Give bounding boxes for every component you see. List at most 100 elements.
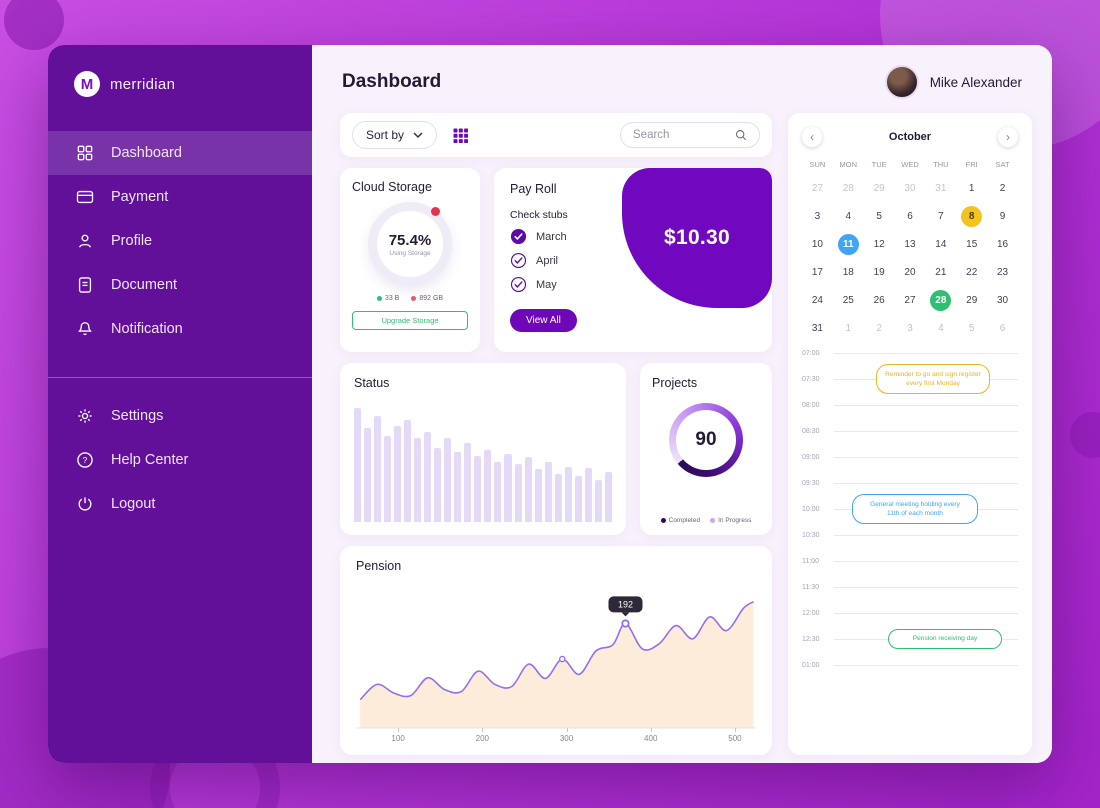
calendar-day[interactable]: 22: [966, 266, 978, 278]
calendar-day[interactable]: 28: [842, 182, 854, 194]
status-bar: [404, 420, 412, 522]
weekday-label: SAT: [995, 160, 1010, 169]
avatar[interactable]: [884, 65, 919, 99]
sort-by-button[interactable]: Sort by: [352, 121, 438, 149]
month-checkbox-may[interactable]: May: [510, 276, 557, 293]
timeline-time-label: 09:30: [802, 480, 820, 487]
view-all-button[interactable]: View All: [510, 309, 577, 332]
calendar-day[interactable]: 31: [811, 322, 823, 334]
calendar-day[interactable]: 3: [814, 210, 821, 222]
status-bar: [474, 456, 482, 522]
calendar-day[interactable]: 2: [876, 322, 882, 334]
calendar-day[interactable]: 31: [935, 182, 947, 194]
pension-axis: 100 200 300 400 500: [356, 728, 756, 747]
calendar-day[interactable]: 15: [966, 238, 978, 250]
month-checkbox-april[interactable]: April: [510, 252, 558, 269]
status-bar: [494, 462, 502, 522]
calendar-day[interactable]: 30: [997, 294, 1009, 306]
calendar-day[interactable]: 27: [811, 182, 823, 194]
status-bar: [434, 447, 442, 522]
calendar-day[interactable]: 16: [997, 238, 1009, 250]
sidebar-item-label: Logout: [111, 496, 156, 512]
sidebar-item-dashboard[interactable]: Dashboard: [48, 131, 312, 175]
calendar-day[interactable]: 14: [935, 238, 947, 250]
sidebar-item-settings[interactable]: Settings: [48, 394, 312, 438]
calendar-day[interactable]: 29: [873, 182, 885, 194]
calendar-event[interactable]: Reminder to go and sign register every fi…: [876, 364, 990, 394]
payment-icon: [74, 186, 96, 208]
calendar-day[interactable]: 10: [811, 238, 823, 250]
status-bar: [454, 452, 462, 522]
sidebar-item-payment[interactable]: Payment: [48, 175, 312, 219]
calendar-timeline: 07:00 07:30 08:00 08:30 09:00 09:30 10:00 10:30…: [802, 350, 1018, 745]
calendar-day[interactable]: 6: [999, 322, 1006, 334]
calendar-day[interactable]: 6: [907, 210, 913, 222]
calendar-day[interactable]: 13: [904, 238, 916, 250]
calendar-day[interactable]: 5: [876, 210, 882, 222]
calendar-day[interactable]: 8: [961, 205, 983, 227]
calendar-days: 27 28 29 30 31 1 2 3 4 5 6 7 8 9 10 11 12 13 14 15 16 17 18 19 2…: [802, 174, 1018, 342]
sidebar-item-help-center[interactable]: ? Help Center: [48, 438, 312, 482]
calendar-day[interactable]: 4: [845, 210, 852, 222]
calendar-day[interactable]: 11: [837, 233, 859, 255]
calendar-day[interactable]: 12: [873, 238, 885, 250]
user-chip[interactable]: Mike Alexander: [884, 65, 1022, 99]
calendar-day[interactable]: 21: [935, 266, 947, 278]
calendar-next-button[interactable]: ›: [998, 127, 1018, 147]
legend-item: Completed: [660, 517, 700, 524]
sidebar-item-label: Notification: [111, 321, 183, 337]
storage-legend: 33 B 892 GB: [376, 295, 443, 302]
calendar-day[interactable]: 18: [842, 266, 854, 278]
timeline-time-label: 11:00: [802, 558, 819, 565]
toolbar: Sort by: [340, 113, 772, 157]
sidebar-item-notification[interactable]: Notification: [48, 307, 312, 351]
calendar-day[interactable]: 30: [904, 182, 916, 194]
search-box[interactable]: [620, 122, 760, 148]
calendar-day[interactable]: 26: [873, 294, 885, 306]
status-bar: [504, 453, 512, 522]
calendar-day[interactable]: 27: [904, 294, 916, 306]
calendar-day[interactable]: 1: [845, 322, 852, 334]
calendar-day[interactable]: 23: [997, 266, 1009, 278]
status-bar: [574, 476, 582, 522]
status-bar: [394, 426, 402, 522]
sidebar-item-label: Dashboard: [111, 145, 182, 161]
status-bar-chart: [354, 402, 612, 522]
cards-row-2: Status Projects 90 Completed In Progress: [340, 363, 772, 535]
calendar-day[interactable]: 24: [811, 294, 823, 306]
upgrade-storage-button[interactable]: Upgrade Storage: [352, 311, 468, 330]
calendar-day[interactable]: 5: [968, 322, 975, 334]
calendar-day[interactable]: 28: [930, 289, 952, 311]
timeline-time-label: 11:30: [802, 584, 819, 591]
sidebar-item-profile[interactable]: Profile: [48, 219, 312, 263]
calendar-day[interactable]: 7: [938, 210, 944, 222]
timeline-row: 12:00: [802, 610, 1018, 636]
right-column: ‹ October › SUN MON TUE WED THU FRI SAT 27 28 29…: [788, 113, 1032, 755]
calendar-day[interactable]: 3: [907, 322, 913, 334]
calendar-day[interactable]: 25: [842, 294, 854, 306]
calendar-day[interactable]: 19: [873, 266, 885, 278]
calendar-prev-button[interactable]: ‹: [802, 127, 822, 147]
calendar-event[interactable]: General meeting holding every 11th of eac…: [852, 494, 978, 524]
timeline-row: 10:30: [802, 532, 1018, 558]
chevron-down-icon: [413, 131, 423, 138]
calendar-day[interactable]: 9: [999, 210, 1006, 222]
calendar-day[interactable]: 2: [999, 182, 1006, 194]
left-column: Sort by Cloud Storage: [340, 113, 772, 755]
card-title: Cloud Storage: [352, 180, 432, 194]
pension-tooltip: 192: [608, 595, 642, 612]
calendar-day[interactable]: 4: [938, 322, 944, 334]
grid-view-button[interactable]: [451, 126, 470, 145]
calendar-day[interactable]: 29: [966, 294, 978, 306]
month-checkbox-march[interactable]: March: [510, 228, 567, 245]
checkbox-unchecked-icon: [510, 276, 527, 293]
sidebar-item-logout[interactable]: Logout: [48, 482, 312, 526]
calendar-day[interactable]: 20: [904, 266, 916, 278]
sidebar-item-document[interactable]: Document: [48, 263, 312, 307]
calendar-day[interactable]: 1: [968, 182, 975, 194]
calendar-event[interactable]: Pension receiving day: [888, 629, 1002, 649]
calendar-day[interactable]: 17: [811, 266, 823, 278]
x-tick-mark: [734, 728, 736, 732]
status-bar: [464, 442, 472, 522]
search-input[interactable]: [633, 129, 730, 141]
